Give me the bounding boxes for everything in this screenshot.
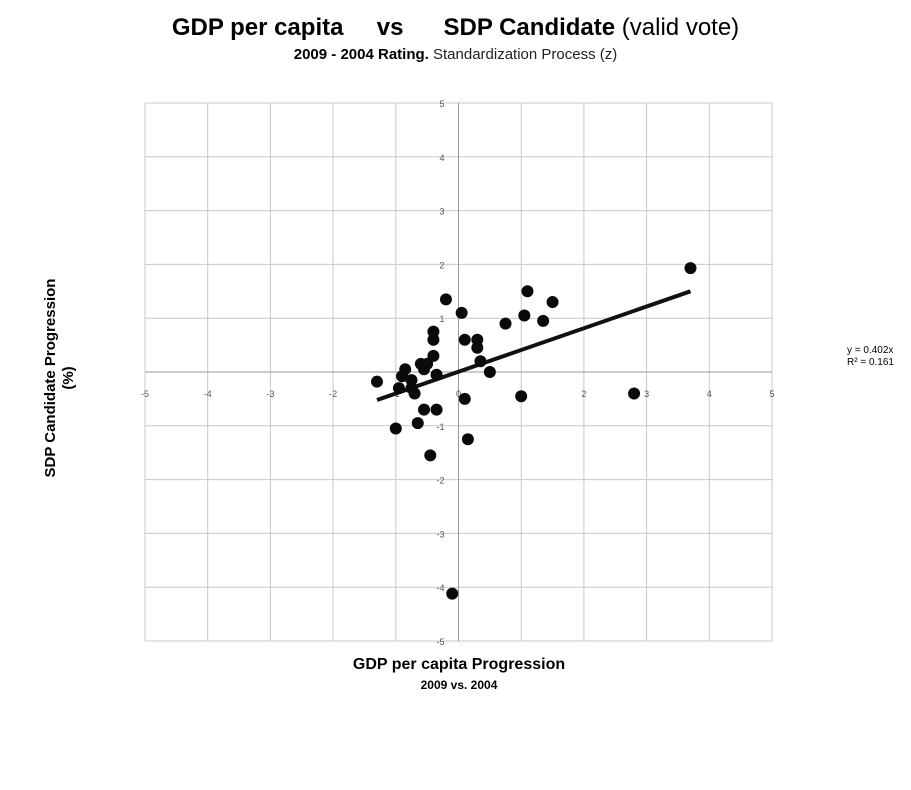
x-tick-label: 3 <box>644 389 649 399</box>
trendline-equation: y = 0.402x R² = 0.161 <box>847 345 894 369</box>
trendline-r2-text: R² = 0.161 <box>847 357 894 368</box>
x-tick-label: -3 <box>266 389 274 399</box>
data-point <box>389 422 402 435</box>
x-tick-label: 5 <box>769 389 774 399</box>
title-part-4: (valid vote) <box>621 14 740 41</box>
data-point <box>430 403 443 416</box>
trendline-equation-text: y = 0.402x <box>847 345 894 356</box>
x-tick-label: 0 <box>456 389 461 399</box>
x-tick-label: 4 <box>707 389 712 399</box>
chart-subtitle: 2009 - 2004 Rating. Standardization Proc… <box>0 46 911 63</box>
data-point <box>392 382 405 395</box>
data-point <box>421 357 434 370</box>
title-part-2: vs <box>376 14 404 41</box>
data-point <box>537 314 550 327</box>
data-point <box>411 417 424 430</box>
y-tick-label: 1 <box>439 314 444 324</box>
subtitle-bold: 2009 - 2004 Rating. <box>293 46 429 63</box>
data-point <box>628 387 641 400</box>
title-part-1: GDP per capita <box>171 14 344 41</box>
data-point <box>483 366 496 378</box>
x-tick-label: -4 <box>204 389 212 399</box>
data-point <box>458 333 471 346</box>
y-tick-label: -4 <box>436 583 444 593</box>
y-tick-label: -2 <box>436 476 444 486</box>
data-point <box>684 262 697 275</box>
y-tick-label: -5 <box>436 637 444 647</box>
y-tick-label: 5 <box>439 99 444 109</box>
data-point <box>515 390 528 403</box>
data-point <box>399 363 412 376</box>
data-point <box>424 449 437 462</box>
data-point <box>471 341 484 354</box>
y-tick-label: 4 <box>439 153 444 163</box>
y-tick-label: -3 <box>436 529 444 539</box>
y-tick-label: -1 <box>436 422 444 432</box>
data-point <box>455 306 468 319</box>
x-tick-label: -2 <box>329 389 337 399</box>
data-point <box>521 285 534 298</box>
y-tick-label: 2 <box>439 260 444 270</box>
data-point <box>518 309 531 322</box>
data-point <box>370 375 383 388</box>
data-point <box>439 293 452 306</box>
x-axis-sublabel: 2009 vs. 2004 <box>420 678 498 692</box>
data-point <box>427 349 440 362</box>
data-point <box>427 325 440 338</box>
x-tick-label: 2 <box>581 389 586 399</box>
x-axis-label: GDP per capita Progression <box>352 656 566 673</box>
data-point <box>408 387 421 400</box>
data-point <box>458 392 471 405</box>
data-point <box>461 433 474 446</box>
trendline <box>376 289 692 402</box>
data-point <box>474 355 487 368</box>
subtitle-normal: Standardization Process (z) <box>433 46 618 63</box>
x-tick-label: -5 <box>141 389 149 399</box>
chart-title: GDP per capita vs SDP Candidate (valid v… <box>0 14 911 42</box>
y-tick-label: 3 <box>439 207 444 217</box>
title-part-3: SDP Candidate <box>443 14 616 41</box>
data-point <box>446 587 459 600</box>
data-point <box>418 403 431 416</box>
data-point <box>499 317 512 330</box>
data-point <box>430 368 443 381</box>
data-point <box>546 296 559 309</box>
